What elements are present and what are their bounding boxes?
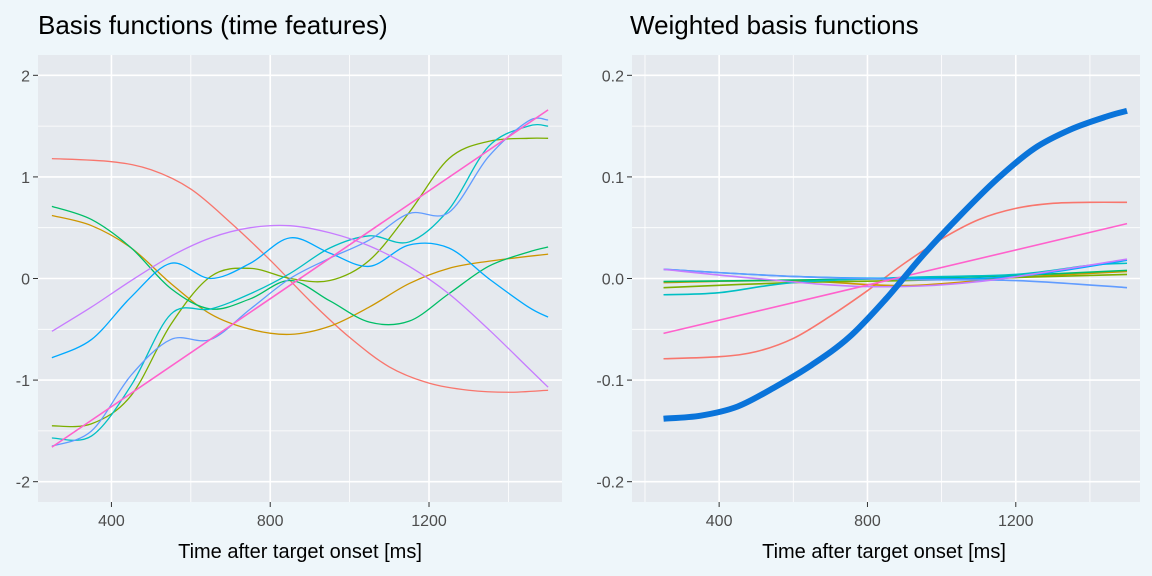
series-line <box>51 224 549 388</box>
series-line <box>51 117 549 447</box>
y-tick-label: -2 <box>16 475 30 492</box>
basis-functions-panel: Basis functions (time features) 400 800 12… <box>16 10 562 563</box>
y-tick-label: 0.1 <box>602 170 624 187</box>
x-tick-label: 1200 <box>998 513 1034 530</box>
x-tick-label: 1200 <box>411 513 447 530</box>
y-tick-label: 0.0 <box>602 272 624 289</box>
x-tick-label: 400 <box>706 513 733 530</box>
y-tick-label: -0.2 <box>596 475 624 492</box>
y-tick-label: 0 <box>21 272 30 289</box>
chart-title: Basis functions (time features) <box>38 10 388 40</box>
series-line <box>51 137 549 428</box>
chart-title: Weighted basis functions <box>630 10 919 40</box>
x-tick-label: 800 <box>854 513 881 530</box>
x-tick-label: 800 <box>257 513 284 530</box>
major-grid <box>632 55 1140 502</box>
y-tick-label: 1 <box>21 170 30 187</box>
y-tick-label: 2 <box>21 68 30 85</box>
series-line <box>51 237 549 359</box>
series-line <box>663 201 1128 360</box>
series-line <box>51 109 549 448</box>
y-tick-label: 0.2 <box>602 68 624 85</box>
series-line <box>663 107 1128 422</box>
series-layer <box>663 107 1128 422</box>
x-tick-label: 400 <box>98 513 125 530</box>
series-line <box>51 157 549 393</box>
x-axis-label: Time after target onset [ms] <box>178 541 422 563</box>
y-tick-label: -1 <box>16 373 30 390</box>
x-axis-label: Time after target onset [ms] <box>762 541 1006 563</box>
series-line <box>663 222 1128 335</box>
ticks-layer: 400 800 1200 -2 -1 0 1 2 <box>16 68 447 530</box>
series-line <box>663 258 1128 288</box>
ticks-layer: 400 800 1200 -0.2 -0.1 0.0 0.1 0.2 <box>596 68 1033 530</box>
weighted-basis-functions-panel: Weighted basis functions 400 800 1200 -0.2 -… <box>596 10 1140 563</box>
series-line <box>51 205 549 326</box>
series-layer <box>51 109 549 448</box>
y-tick-label: -0.1 <box>596 373 624 390</box>
